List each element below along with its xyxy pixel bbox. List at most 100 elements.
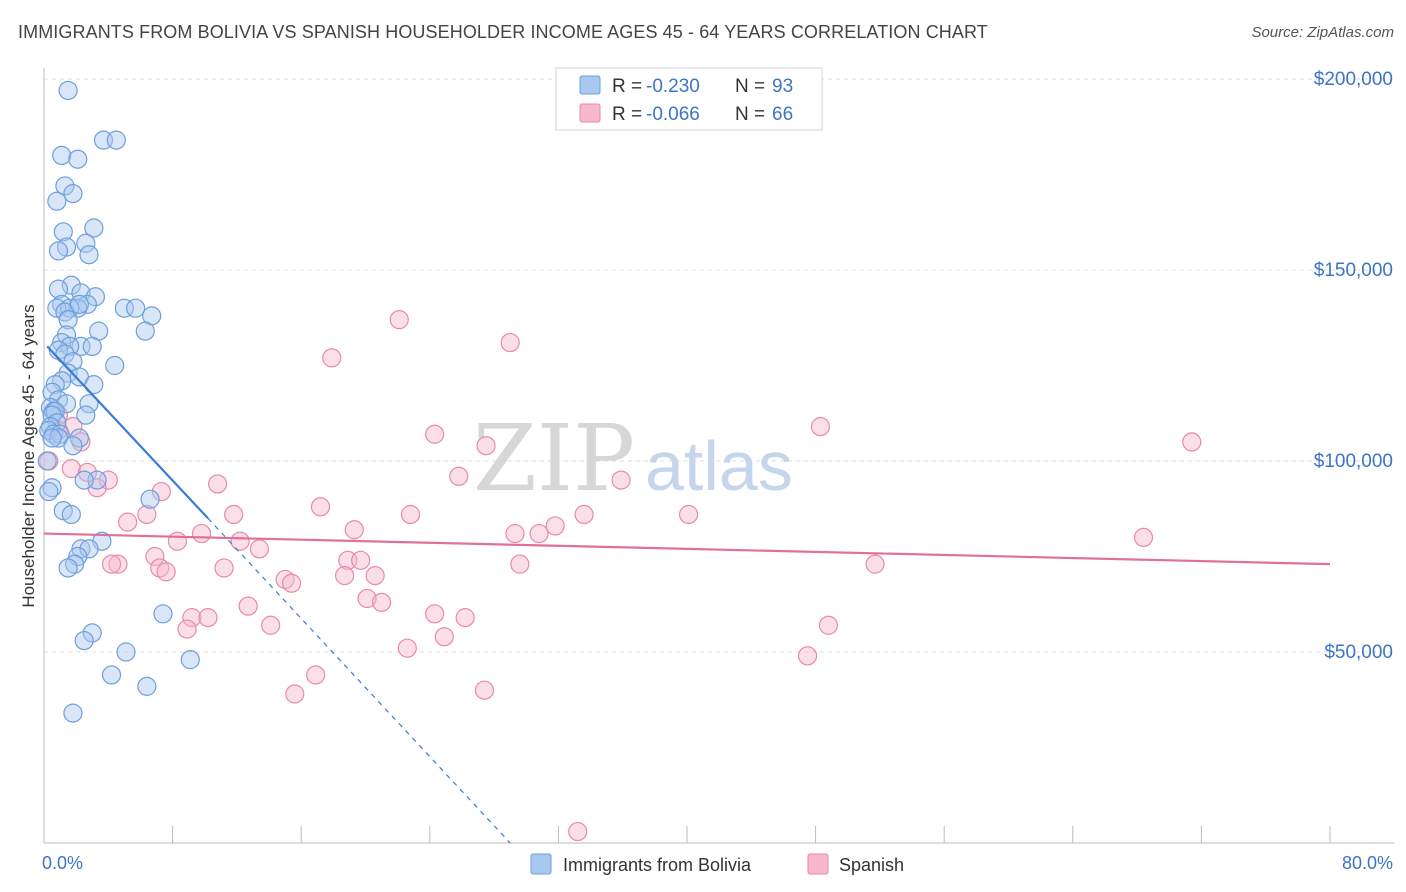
x-tick-label-max: 80.0%	[1342, 853, 1393, 873]
spanish-point	[98, 470, 118, 490]
bolivia-point	[101, 665, 122, 685]
watermark: ZIP atlas	[473, 405, 793, 512]
bolivia-point	[58, 310, 78, 330]
legend-n-label-1: N =	[735, 76, 765, 97]
watermark-zip: ZIP	[473, 405, 635, 512]
spanish-point	[117, 512, 138, 532]
spanish-point	[261, 615, 281, 635]
spanish-point	[208, 474, 228, 494]
spanish-point	[397, 638, 417, 658]
spanish-point	[108, 554, 128, 574]
series-legend: Immigrants from Bolivia Spanish	[530, 853, 904, 875]
spanish-point	[505, 523, 525, 544]
spanish-point	[510, 554, 530, 574]
spanish-point	[182, 608, 202, 628]
spanish-point	[568, 821, 588, 842]
spanish-point	[249, 539, 270, 559]
bolivia-point	[42, 382, 62, 402]
legend-swatch-spanish	[579, 103, 601, 123]
legend-n-value-2: 66	[772, 104, 793, 125]
bolivia-point	[76, 405, 96, 425]
trend-lines	[43, 345, 1331, 844]
x-tick-labels: 0.0% 80.0%	[42, 853, 1393, 873]
bolivia-point	[84, 218, 104, 238]
bolivia-point	[55, 176, 75, 196]
spanish-point	[145, 546, 165, 567]
spanish-point	[365, 565, 385, 586]
spanish-point	[230, 531, 250, 551]
spanish-point	[101, 554, 122, 574]
spanish-point	[434, 627, 454, 647]
bolivia-point	[71, 336, 91, 356]
y-tick-label: $200,000	[1314, 69, 1393, 90]
spanish-point	[425, 424, 445, 444]
axes	[43, 68, 1394, 844]
bolivia-point	[114, 298, 134, 318]
legend-r-value-2: -0.066	[646, 104, 700, 125]
spanish-point	[214, 558, 234, 578]
spanish-point	[322, 348, 342, 368]
bolivia-point	[58, 558, 78, 578]
spanish-point	[574, 504, 594, 525]
spanish-point	[198, 608, 218, 628]
source-credit: Source: ZipAtlas.com	[1251, 24, 1394, 41]
bolivia-point	[48, 279, 69, 299]
spanish-point	[177, 619, 197, 639]
bolivia-point	[76, 233, 96, 253]
spanish-point	[156, 562, 176, 582]
bolivia-point	[105, 355, 125, 376]
spanish-point	[344, 520, 364, 540]
spanish-point	[351, 550, 371, 570]
spanish-point	[371, 592, 392, 612]
spanish-point	[679, 504, 699, 525]
y-tick-labels: $50,000 $100,000 $150,000 $200,000	[1314, 69, 1393, 663]
bolivia-point	[79, 394, 99, 414]
bolivia-point	[69, 428, 89, 448]
spanish-point	[1182, 432, 1202, 452]
chart-title: IMMIGRANTS FROM BOLIVIA VS SPANISH HOUSE…	[18, 22, 988, 42]
y-tick-label: $150,000	[1314, 260, 1393, 281]
spanish-point	[224, 504, 244, 525]
spanish-point	[425, 604, 445, 624]
bolivia-point	[82, 336, 102, 356]
bottom-legend-swatch-bolivia	[530, 853, 552, 875]
spanish-point	[306, 665, 326, 685]
bolivia-point	[55, 344, 75, 364]
bolivia-point	[137, 676, 157, 696]
spanish-point	[1133, 527, 1154, 548]
watermark-atlas: atlas	[645, 427, 793, 505]
spanish-point	[167, 531, 188, 551]
spanish-point	[449, 466, 469, 486]
spanish-point	[818, 615, 839, 635]
y-tick-label: $50,000	[1324, 642, 1393, 663]
bolivia-point	[53, 222, 73, 242]
x-tick-label-min: 0.0%	[42, 853, 83, 873]
legend-r-value-1: -0.230	[646, 76, 700, 97]
bolivia-points	[37, 80, 200, 723]
bolivia-point	[37, 451, 57, 471]
spanish-point	[191, 523, 212, 544]
bolivia-point	[153, 604, 173, 624]
bolivia-point	[135, 321, 155, 341]
legend-n-label-2: N =	[735, 104, 765, 125]
bolivia-point	[69, 294, 89, 314]
bottom-legend-label-spanish: Spanish	[839, 855, 904, 875]
bolivia-point	[116, 642, 136, 662]
legend-swatch-bolivia	[579, 75, 601, 95]
spanish-point	[151, 481, 171, 502]
spanish-point	[357, 588, 377, 609]
spanish-point	[455, 608, 475, 628]
bolivia-point	[61, 275, 81, 295]
spanish-point	[865, 554, 885, 574]
bolivia-point	[52, 145, 72, 165]
bolivia-point	[58, 363, 78, 383]
spanish-point	[61, 459, 81, 479]
spanish-point	[310, 497, 331, 517]
spanish-points	[39, 310, 1202, 842]
spanish-point	[500, 332, 520, 353]
bolivia-point	[140, 489, 160, 509]
bolivia-point	[63, 184, 83, 204]
spanish-trend-line	[43, 532, 1331, 566]
bolivia-point	[79, 245, 99, 265]
